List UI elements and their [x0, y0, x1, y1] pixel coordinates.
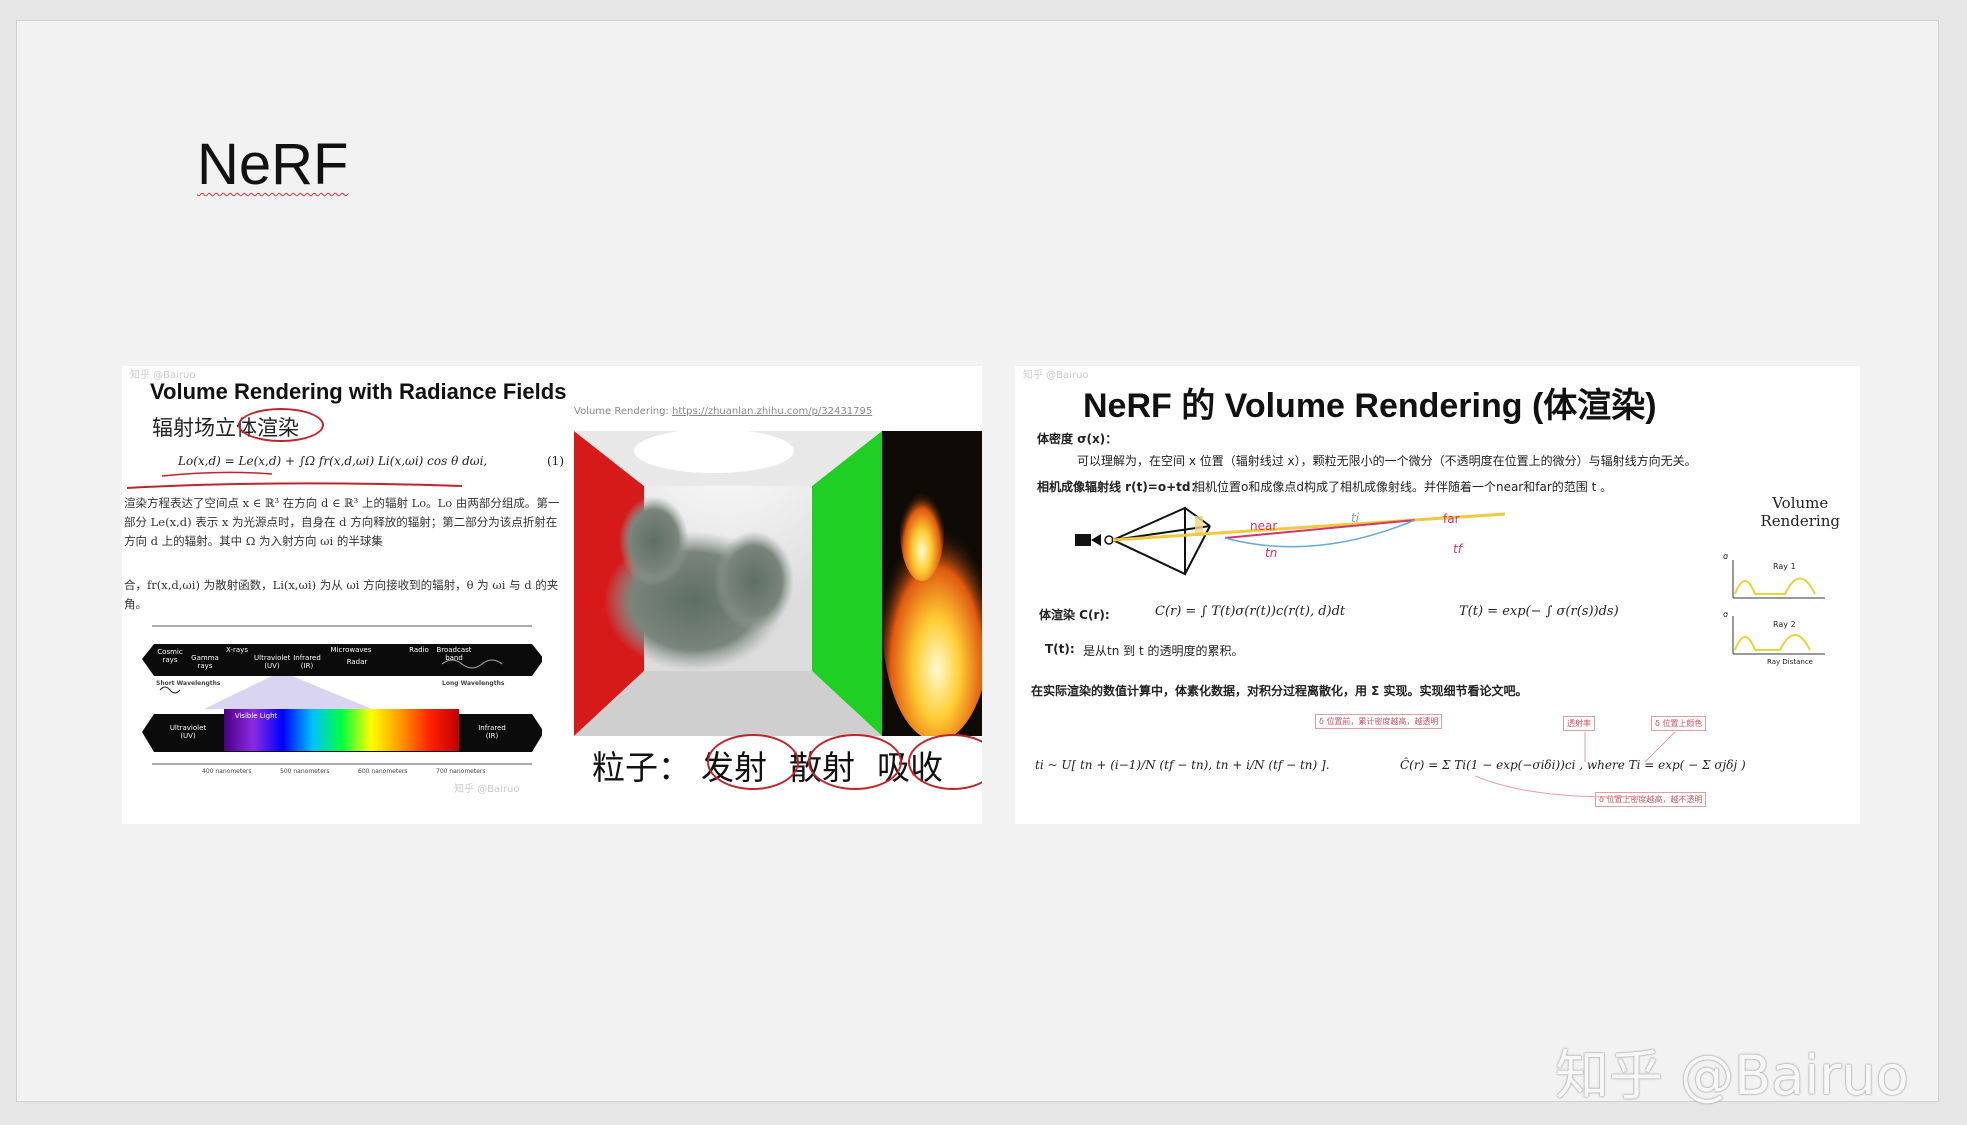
equation-paragraph-2: 合，fr(x,d,ωi) 为散射函数，Li(x,ωi) 为从 ωi 方向接收到的… [124, 578, 559, 611]
rendering-equation: Lo(x,d) = Le(x,d) + ∫Ω fr(x,d,ωi) Li(x,ω… [178, 454, 488, 468]
faint-header: 知乎 @Bairuo [1023, 370, 1089, 381]
nm-tick-400: 400 nanometers [202, 768, 252, 775]
band-broadcast: Broadcast band [436, 646, 472, 662]
nm-tick-500: 500 nanometers [280, 768, 330, 775]
far-label: far [1443, 512, 1460, 526]
band-xrays: X-rays [226, 646, 248, 654]
short-wavelengths-label: Short Wavelengths [156, 680, 221, 687]
equation-underline-annotation [126, 471, 463, 489]
ray2-label: Ray 2 [1773, 620, 1796, 629]
em-spectrum-diagram: Cosmic rays Gamma rays X-rays Ultraviole… [142, 614, 542, 795]
band-microwaves: Microwaves [330, 646, 372, 654]
band-gamma: Gamma rays [191, 654, 219, 670]
sample-equation: ti ~ U[ tn + (i−1)/N (tf − tn), tn + i/N… [1035, 758, 1330, 772]
ray-label: 相机成像辐射线 r(t)=o+td： [1037, 480, 1203, 494]
right-figure-panel: 知乎 @Bairuo NeRF 的 Volume Rendering (体渲染)… [1015, 366, 1860, 824]
left-heading: Volume Rendering with Radiance Fields [150, 379, 567, 404]
ray1-label: Ray 1 [1773, 562, 1796, 571]
camera-ray-diagram [1075, 506, 1506, 576]
visible-light-label: Visible Light [234, 712, 278, 720]
absorb-circle-annotation [908, 734, 982, 790]
visible-light-gradient [224, 709, 459, 751]
render-equation: C(r) = ∫ T(t)σ(r(t))c(r(t), d)dt [1155, 604, 1346, 619]
equation-paragraph-1: 渲染方程表达了空间点 x ∈ ℝ³ 在方向 d ∈ ℝ³ 上的辐射 Lo。Lo … [124, 496, 560, 548]
ti-label: ti [1351, 511, 1360, 525]
render-label: 体渲染 C(r): [1039, 608, 1110, 622]
near-label: near [1250, 519, 1278, 533]
band-radio: Radio [409, 646, 429, 654]
volume-rendering-label: Volume Rendering [1760, 494, 1840, 530]
equation-number: (1) [547, 454, 564, 468]
emit-circle-annotation [707, 734, 799, 790]
ray-plots [1732, 560, 1825, 655]
faint-header: 知乎 @Bairuo [130, 370, 196, 381]
sigma-1: σ [1723, 552, 1729, 561]
annotation-accumulated: δ 位置前，累计密度越高，越透明 [1315, 714, 1443, 729]
nm-tick-700: 700 nanometers [436, 768, 486, 775]
source-reference: Volume Rendering: https://zhuanlan.zhihu… [574, 406, 872, 417]
spectrum-shapes [142, 625, 542, 765]
annotation-transmittance: 透射率 [1563, 716, 1595, 731]
zhihu-watermark: 知乎 @Bairuo [1555, 1044, 1909, 1107]
ray-text: 相机位置o和成像点d构成了相机成像射线。并伴随着一个near和far的范围 t … [1193, 480, 1613, 494]
tf-label: tf [1453, 542, 1462, 556]
discrete-equation: Ĉ(r) = Σ Ti(1 − exp(−σiδi))ci , where Ti… [1400, 758, 1746, 772]
source-link[interactable]: https://zhuanlan.zhihu.com/p/32431795 [671, 406, 873, 417]
annotation-color: δ 位置上颜色 [1651, 716, 1707, 731]
cornell-box-drawing [574, 429, 882, 736]
band-ir: Infrared (IR) [293, 654, 321, 670]
numeric-text: 在实际渲染的数值计算中，体素化数据，对积分过程离散化，用 Σ 实现。实现细节看论… [1031, 684, 1528, 698]
t-label: T(t): [1045, 642, 1075, 656]
annotation-density: δ 位置上密度越高，越不透明 [1595, 792, 1707, 807]
annotation-connectors [1475, 731, 1676, 798]
right-heading: NeRF 的 Volume Rendering (体渲染) [1083, 387, 1657, 425]
subtitle-circle-annotation [238, 408, 324, 442]
nm-tick-600: 600 nanometers [358, 768, 408, 775]
band-uv: Ultraviolet (UV) [254, 654, 291, 670]
scatter-circle-annotation [808, 734, 902, 790]
uv-label: Ultraviolet (UV) [169, 724, 207, 740]
slide: NeRF 知乎 @Bairuo Volume Rendering with Ra… [16, 20, 1939, 1107]
fire-image [882, 431, 982, 741]
density-label: 体密度 σ(x)： [1037, 432, 1118, 446]
ir-label: Infrared (IR) [478, 724, 506, 740]
transmittance-equation: T(t) = exp(− ∫ σ(r(s))ds) [1459, 604, 1619, 619]
band-radar: Radar [346, 658, 368, 666]
fire-drawing [882, 481, 982, 741]
particles-prefix: 粒子： [592, 748, 691, 787]
ray-distance-label: Ray Distance [1767, 658, 1813, 666]
source-label: Volume Rendering: [574, 406, 672, 417]
slide-title: NeRF [197, 132, 349, 197]
density-text: 可以理解为，在空间 x 位置（辐射线过 x），颗粒无限小的一个微分（不透明度在位… [1077, 454, 1697, 468]
tn-label: tn [1265, 546, 1278, 560]
left-figure-panel: 知乎 @Bairuo Volume Rendering with Radianc… [122, 366, 982, 824]
vr-line-2: Rendering [1760, 512, 1840, 530]
vr-line-1: Volume [1772, 494, 1829, 512]
sigma-2: σ [1723, 610, 1729, 619]
t-text: 是从tn 到 t 的透明度的累积。 [1083, 644, 1244, 658]
cornell-box-smoke-image [574, 429, 882, 736]
spectrum-footer-faint: 知乎 @Bairuo [454, 784, 520, 795]
long-wavelengths-label: Long Wavelengths [442, 680, 505, 687]
band-cosmic: Cosmic rays [157, 648, 183, 664]
